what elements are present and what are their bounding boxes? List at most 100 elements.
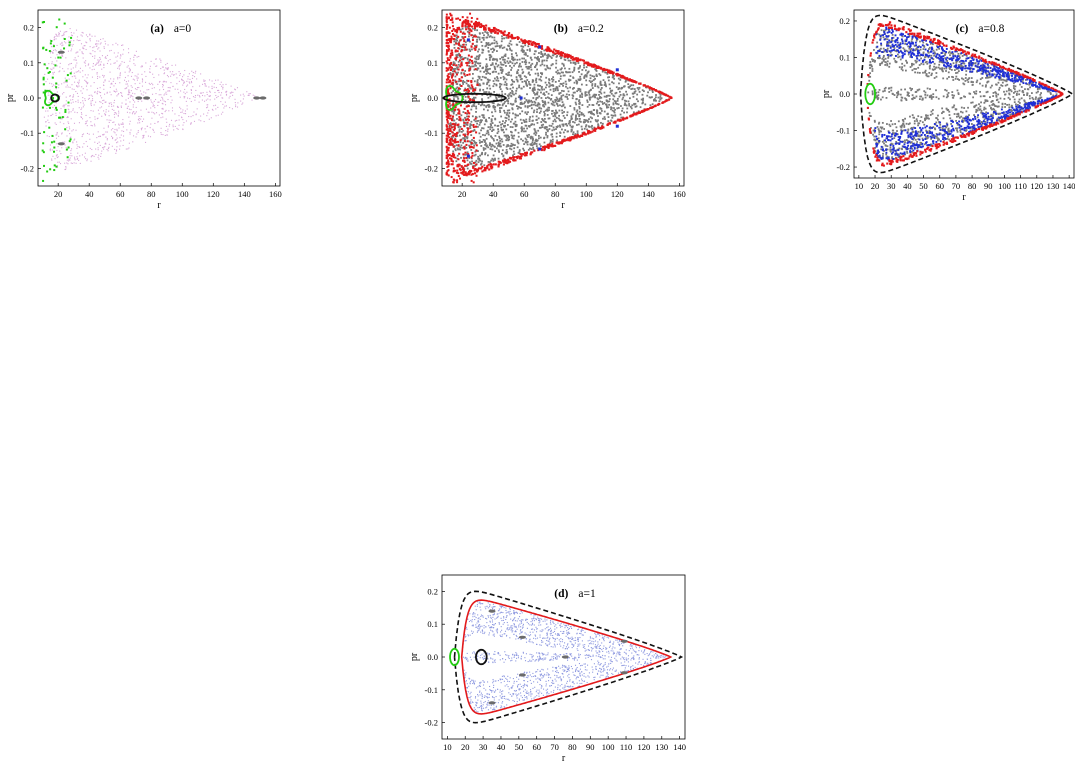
sea-point — [540, 75, 542, 78]
sea-point — [528, 48, 531, 51]
edge-point — [472, 146, 475, 149]
sea-point — [492, 105, 495, 108]
sea-point — [55, 123, 57, 125]
sea-point — [989, 86, 992, 89]
sea-point — [462, 137, 465, 140]
sea-point — [536, 68, 539, 71]
sea-point — [537, 72, 539, 75]
edge-point — [455, 171, 458, 174]
sea-point — [564, 129, 567, 131]
sea-point — [578, 66, 581, 69]
sea-point — [484, 45, 487, 48]
edge-point — [463, 140, 466, 143]
edge-point — [461, 172, 464, 175]
sea-point — [455, 144, 458, 147]
edge-point — [460, 50, 463, 53]
sea-point — [155, 58, 157, 60]
sea-point — [880, 29, 883, 32]
sea-point — [54, 158, 56, 160]
sea-point — [106, 131, 108, 133]
sea-point — [69, 155, 71, 157]
sea-point — [117, 141, 119, 143]
boundary-point — [514, 36, 517, 39]
sea-point — [583, 119, 586, 121]
sea-point — [122, 130, 125, 132]
sea-point — [70, 62, 73, 65]
sea-point — [114, 124, 116, 126]
sea-point — [481, 151, 484, 154]
sea-point — [548, 78, 550, 81]
boundary-point — [615, 72, 618, 75]
sea-point — [597, 115, 599, 117]
sea-point — [129, 101, 131, 103]
sea-point — [960, 64, 963, 67]
boundary-point — [524, 153, 527, 156]
sea-point — [527, 72, 530, 75]
sea-point — [119, 137, 121, 139]
sea-point — [485, 145, 488, 148]
boundary-point — [589, 63, 592, 66]
sea-point — [537, 117, 540, 120]
sea-point — [193, 76, 196, 78]
sea-point — [86, 158, 88, 160]
sea-point — [505, 128, 508, 131]
sea-point — [528, 134, 530, 136]
sea-point — [127, 80, 130, 82]
sea-point — [55, 112, 57, 114]
edge-point — [445, 109, 448, 112]
edge-point — [472, 181, 475, 184]
boundary-point — [606, 68, 609, 71]
sea-point — [129, 123, 131, 125]
sea-point — [545, 76, 548, 79]
sea-point — [90, 110, 92, 112]
sea-point — [130, 85, 132, 87]
sea-point — [466, 115, 468, 118]
sea-point — [483, 164, 486, 167]
sea-point — [613, 107, 615, 109]
sea-point — [242, 93, 244, 95]
sea-point — [515, 89, 518, 92]
edge-point — [463, 125, 466, 128]
edge-point — [447, 46, 450, 49]
edge-point — [459, 30, 462, 33]
boundary-point — [654, 89, 657, 92]
sea-point — [913, 122, 916, 125]
sea-point — [529, 147, 531, 150]
sea-point — [491, 71, 494, 74]
sea-point — [115, 113, 117, 115]
sea-point — [481, 119, 483, 122]
sea-point — [604, 118, 606, 120]
edge-point — [447, 73, 450, 76]
sea-point — [81, 107, 83, 109]
boundary-point — [569, 136, 572, 139]
panel-param: a=0.2 — [578, 23, 604, 35]
sea-point — [182, 109, 184, 111]
sea-point — [486, 32, 489, 34]
sea-point — [915, 68, 917, 70]
sea-point — [545, 131, 547, 134]
boundary-point — [497, 163, 500, 166]
edge-point — [445, 27, 448, 30]
sea-point — [546, 128, 548, 131]
sea-point — [475, 107, 478, 110]
boundary-point — [577, 58, 580, 61]
edge-point — [457, 158, 460, 161]
edge-point — [465, 143, 468, 146]
sea-point — [464, 153, 467, 156]
sea-point — [154, 122, 156, 124]
sea-point — [930, 137, 933, 140]
sea-point — [242, 102, 244, 104]
sea-point — [47, 92, 49, 94]
sea-point — [586, 99, 589, 102]
sea-point — [452, 150, 455, 153]
sea-point — [94, 91, 96, 93]
sea-point — [138, 86, 140, 89]
sea-point — [501, 93, 504, 96]
boundary-point — [666, 94, 669, 97]
sea-point — [517, 151, 520, 154]
sea-point — [59, 43, 61, 45]
sea-point — [886, 63, 889, 65]
sea-point — [556, 69, 559, 72]
sea-point — [938, 47, 941, 50]
sea-point — [982, 95, 985, 98]
